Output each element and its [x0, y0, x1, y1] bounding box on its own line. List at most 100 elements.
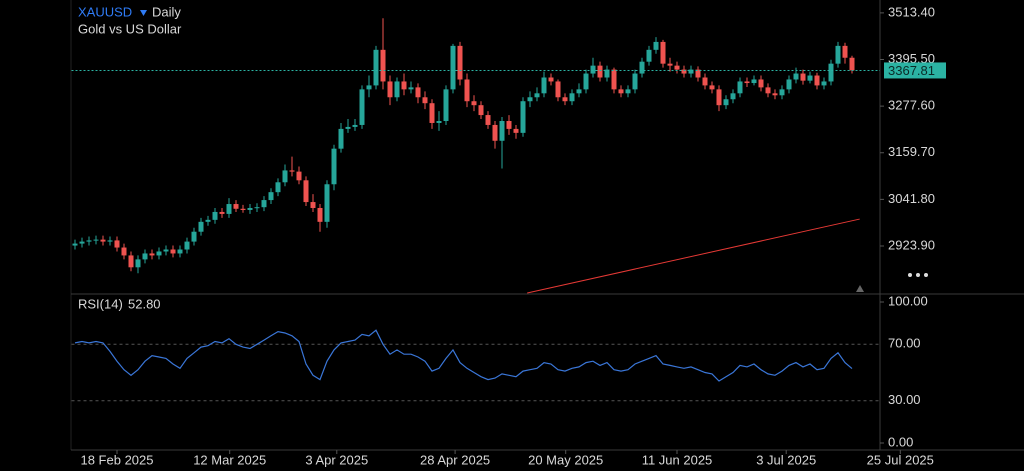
candle-body [303, 180, 309, 203]
candle-body [618, 89, 624, 94]
candle-body [590, 65, 596, 74]
rsi-value: 52.80 [128, 296, 161, 311]
x-tick-label: 20 May 2025 [528, 452, 603, 467]
x-tick-label: 28 Apr 2025 [420, 452, 490, 467]
trendline [527, 218, 860, 294]
candle-body [835, 45, 841, 64]
interval[interactable]: Daily [152, 4, 181, 19]
candle-body [457, 45, 463, 80]
scroll-marker[interactable] [856, 285, 864, 292]
candle-body [695, 69, 701, 78]
rsi-line [74, 329, 853, 382]
candle-body [485, 115, 491, 125]
x-tick-label: 18 Feb 2025 [80, 452, 153, 467]
candle-body [604, 69, 610, 78]
symbol[interactable]: XAUUSD [78, 4, 132, 19]
rsi-name: RSI(14) [78, 296, 123, 311]
candle-body [681, 69, 687, 74]
candle-body [450, 45, 456, 90]
candle-body [597, 65, 603, 78]
candle-body [443, 89, 449, 121]
candle-body [170, 249, 176, 254]
candle-body [310, 202, 316, 208]
y-tick-label: 3277.60 [888, 98, 935, 113]
candle-body [555, 81, 561, 98]
candle-body [275, 182, 281, 193]
candle-body [422, 97, 428, 104]
candle-body [807, 75, 813, 81]
candle-body [359, 89, 365, 125]
x-tick-label: 11 Jun 2025 [642, 452, 713, 467]
x-tick-label: 3 Jul 2025 [756, 452, 816, 467]
x-tick-label: 25 Jul 2025 [867, 452, 934, 467]
candle-body [436, 120, 442, 123]
candle-body [380, 49, 386, 82]
candle-body [86, 240, 92, 242]
y-tick-label: 100.00 [888, 293, 928, 308]
candle-body [527, 97, 533, 102]
candle-body [345, 126, 351, 129]
candle-body [324, 184, 330, 222]
menu-dot[interactable] [924, 273, 928, 277]
x-tick-label: 3 Apr 2025 [305, 452, 368, 467]
candle-body [541, 77, 547, 94]
candle-body [646, 49, 652, 62]
candle-body [198, 221, 204, 232]
y-tick-label: 3159.70 [888, 144, 935, 159]
candle-body [478, 105, 484, 116]
menu-dot[interactable] [916, 273, 920, 277]
candle-body [331, 148, 337, 185]
candle-body [821, 81, 827, 86]
candle-body [268, 192, 274, 201]
candle-body [688, 69, 694, 74]
candle-body [177, 249, 183, 254]
candle-body [184, 241, 190, 250]
menu-dot[interactable] [908, 273, 912, 277]
candle-body [611, 69, 617, 90]
candle-body [317, 207, 323, 222]
candle-body [716, 89, 722, 106]
candle-body [506, 120, 512, 129]
candle-body [744, 81, 750, 84]
candle-body [800, 73, 806, 81]
candle-body [828, 63, 834, 82]
y-tick-label: 30.00 [888, 392, 921, 407]
candle-body [653, 41, 659, 50]
candle-body [779, 89, 785, 96]
candle-body [100, 239, 106, 242]
candle-body [233, 204, 239, 209]
candle-body [576, 89, 582, 94]
candle-body [352, 124, 358, 127]
candle-body [534, 93, 540, 98]
candle-body [212, 211, 218, 220]
candle-body [786, 79, 792, 90]
subtitle: Gold vs US Dollar [78, 21, 182, 36]
symbol-dropdown[interactable] [140, 10, 147, 16]
candle-body [366, 85, 372, 90]
last-price-label: 3367.81 [888, 63, 935, 78]
candle-body [709, 85, 715, 90]
candle-body [520, 101, 526, 133]
y-tick-label: 70.00 [888, 336, 921, 351]
candle-body [254, 207, 260, 209]
y-tick-label: 3041.80 [888, 191, 935, 206]
candle-body [632, 73, 638, 90]
candle-body [772, 93, 778, 96]
candle-body [569, 93, 575, 102]
candle-body [723, 99, 729, 106]
candle-body [548, 77, 554, 82]
candle-body [583, 73, 589, 90]
candle-body [128, 255, 134, 268]
candle-body [674, 65, 680, 70]
y-tick-label: 3513.40 [888, 4, 935, 19]
candle-body [842, 45, 848, 58]
y-tick-label: 2923.90 [888, 237, 935, 252]
candle-body [226, 204, 232, 214]
candle-body [289, 170, 295, 172]
candle-body [730, 93, 736, 100]
candle-body [492, 124, 498, 141]
last-price-tag [884, 62, 946, 79]
